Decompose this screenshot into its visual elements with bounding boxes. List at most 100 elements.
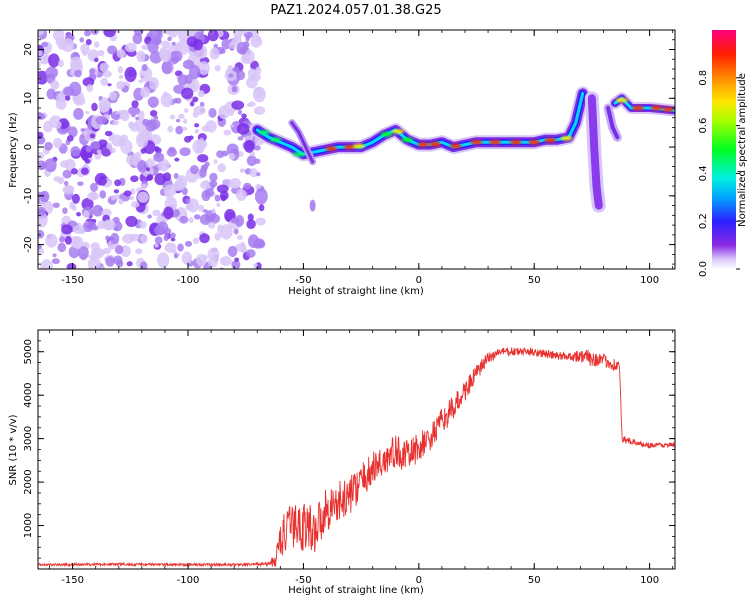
noise-blob (220, 48, 226, 54)
noise-blob (208, 213, 221, 224)
noise-blob (41, 42, 49, 48)
noise-blob (114, 179, 122, 187)
hotspot (470, 139, 483, 145)
noise-blob (147, 40, 159, 54)
noise-blob (150, 37, 156, 44)
hotspot (417, 142, 430, 147)
noise-blob (236, 41, 248, 55)
noise-blob (70, 168, 78, 175)
noise-blob (240, 30, 248, 34)
noise-blob (64, 180, 69, 186)
noise-blob (86, 84, 94, 93)
noise-blob (145, 158, 156, 168)
noise-blob (194, 123, 200, 128)
snr-y-tick-label: 4000 (23, 382, 34, 407)
noise-blob (192, 237, 200, 245)
noise-blob (199, 137, 204, 144)
noise-blob (153, 152, 165, 163)
noise-blob (169, 50, 183, 63)
noise-blob (125, 215, 138, 227)
noise-blob (243, 139, 255, 153)
colorbar-tick-label: 0.0 (698, 261, 709, 277)
hotspot (380, 132, 393, 137)
colorbar-tick-label: 0.4 (698, 165, 709, 181)
noise-blob (114, 244, 124, 255)
noise-blob (62, 169, 72, 179)
noise-blob (80, 43, 90, 54)
snr-y-ticks: 1000 2000 3000 4000 5000 (23, 329, 675, 570)
noise-blob (211, 208, 216, 214)
noise-blob (96, 149, 102, 154)
snr-x-tick-label: -50 (295, 575, 311, 586)
colorbar-tick-label: 0.6 (698, 118, 709, 134)
hotspot (269, 137, 282, 142)
noise-blob (220, 224, 233, 240)
noise-blob (62, 207, 68, 215)
branch-3 (606, 106, 620, 140)
noise-blob (81, 197, 94, 211)
hotspot (428, 141, 441, 147)
noise-blob (253, 263, 259, 269)
noise-blob (170, 237, 176, 242)
noise-speckle (38, 30, 268, 269)
noise-blob (71, 205, 77, 211)
noise-blob (44, 158, 57, 173)
noise-blob (38, 131, 44, 140)
noise-blob (216, 202, 221, 207)
noise-blob (246, 219, 256, 230)
noise-blob (38, 50, 43, 57)
noise-blob (197, 90, 205, 98)
noise-blob (229, 177, 241, 189)
noise-blob (57, 176, 65, 185)
noise-blob (227, 245, 238, 258)
noise-blob (149, 30, 162, 38)
noise-blob (38, 152, 45, 160)
noise-blob (38, 244, 43, 250)
noise-blob (106, 142, 113, 150)
snr-y-tick-label: 3000 (23, 426, 34, 451)
noise-blob (38, 113, 46, 120)
noise-blob (90, 141, 101, 150)
noise-blob (117, 66, 124, 74)
noise-blob (174, 157, 180, 162)
noise-blob (95, 115, 108, 125)
noise-blob (164, 30, 173, 35)
noise-blob (209, 47, 220, 60)
spectrogram-x-ticks: -150 -100 -50 0 50 100 (49, 30, 674, 286)
noise-blob (236, 70, 246, 81)
noise-blob (80, 167, 89, 175)
noise-blob (247, 213, 254, 221)
noise-blob (253, 106, 266, 115)
noise-blob (58, 59, 64, 68)
noise-blob (157, 252, 170, 268)
noise-blob (57, 242, 67, 253)
noise-blob (208, 108, 217, 118)
noise-blob (209, 30, 214, 34)
snr-x-tick-label: 100 (640, 575, 659, 586)
snr-x-tick-label: 0 (416, 575, 422, 586)
snr-y-tick-label: 5000 (23, 339, 34, 364)
noise-blob (66, 263, 77, 269)
noise-blob (57, 40, 67, 50)
noise-blob (58, 236, 66, 243)
noise-blob (100, 266, 105, 269)
snr-x-tick-label: -150 (61, 575, 84, 586)
snr-x-tick-label: -100 (177, 575, 200, 586)
noise-blob (129, 195, 135, 201)
noise-blob (97, 139, 108, 148)
noise-blob (85, 145, 93, 153)
hotspot (615, 98, 628, 103)
spectrogram-x-tick-label: -100 (177, 275, 200, 286)
noise-blob (72, 225, 85, 234)
noise-blob (38, 70, 48, 85)
noise-blob (146, 173, 154, 181)
noise-blob (55, 98, 67, 110)
noise-blob (216, 184, 229, 194)
noise-blob (175, 97, 182, 104)
branch-1 (290, 121, 315, 164)
noise-blob (108, 91, 118, 101)
noise-blob (120, 109, 130, 122)
hotspot (343, 144, 356, 150)
noise-blob (185, 198, 191, 204)
noise-blob (236, 234, 243, 241)
